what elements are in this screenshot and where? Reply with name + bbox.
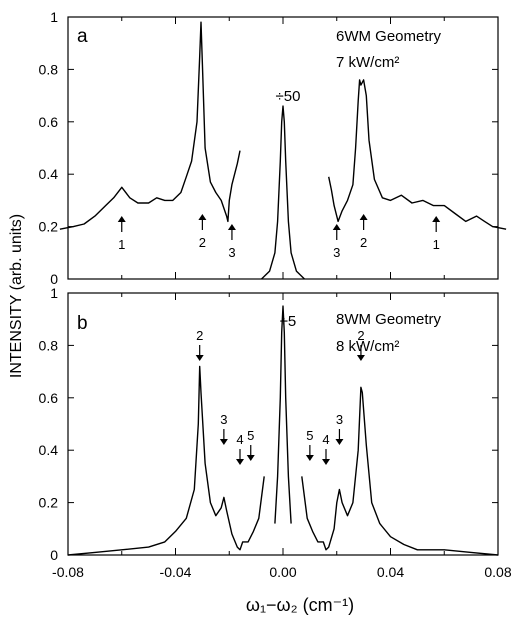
panel-annotation: 7 kW/cm² <box>336 54 399 71</box>
panel-label: b <box>77 313 88 334</box>
spectrum-trace <box>59 21 241 230</box>
peak-arrow-head <box>332 224 341 230</box>
peak-label: 4 <box>322 432 329 447</box>
peak-arrow-head <box>236 459 244 465</box>
peak-arrow-head <box>117 216 126 222</box>
y-tick-label: 0.8 <box>39 61 59 77</box>
panel-annotation: 8 kW/cm² <box>336 338 399 355</box>
y-axis-label: INTENSITY (arb. units) <box>8 214 25 378</box>
panel-annotation: 6WM Geometry <box>336 28 442 45</box>
peak-arrow-head <box>432 216 441 222</box>
x-tick-label: -0.04 <box>160 564 192 580</box>
scale-note: ÷50 <box>276 88 301 105</box>
y-tick-label: 0.2 <box>39 219 59 235</box>
spectrum-trace <box>301 386 499 556</box>
y-tick-label: 0.4 <box>39 442 59 458</box>
peak-arrow-head <box>335 439 344 445</box>
y-tick-label: 0.2 <box>39 495 59 511</box>
peak-arrow-head <box>195 355 204 361</box>
scale-note: ÷5 <box>280 313 297 330</box>
x-tick-label: 0.08 <box>484 564 511 580</box>
peak-arrow-head <box>322 459 330 465</box>
spectrum-trace <box>67 365 265 556</box>
peak-arrow-head <box>219 439 228 445</box>
x-tick-label: -0.08 <box>52 564 84 580</box>
panel-label: a <box>77 26 88 47</box>
peak-arrow-head <box>227 224 236 230</box>
x-axis-label: ω₁−ω₂ (cm⁻¹) <box>246 595 354 615</box>
spectrum-trace <box>328 79 507 230</box>
peak-label: 3 <box>333 245 340 260</box>
peak-label: 5 <box>306 428 313 443</box>
peak-arrow-head <box>305 455 314 461</box>
spectrum-trace <box>261 105 305 280</box>
y-tick-label: 1 <box>50 285 58 301</box>
peak-arrow-head <box>356 355 365 361</box>
y-tick-label: 0 <box>50 547 58 563</box>
peak-label: 3 <box>220 412 227 427</box>
peak-arrow-head <box>359 214 368 220</box>
x-tick-label: 0.00 <box>269 564 296 580</box>
y-tick-label: 0 <box>50 271 58 287</box>
peak-arrow-head <box>198 214 207 220</box>
y-tick-label: 0.8 <box>39 337 59 353</box>
peak-label: 1 <box>433 237 440 252</box>
spectrum-trace <box>274 305 292 524</box>
peak-label: 3 <box>336 412 343 427</box>
y-tick-label: 0.4 <box>39 166 59 182</box>
y-tick-label: 0.6 <box>39 114 59 130</box>
peak-arrow-head <box>246 455 255 461</box>
peak-label: 3 <box>228 245 235 260</box>
peak-label: 4 <box>236 432 243 447</box>
peak-label: 2 <box>360 235 367 250</box>
panel-a: 0 0.2 0.4 0.6 0.8 1 1 2 3 3 2 1 a 6WM Geometry 7 kW/cm… <box>39 9 507 287</box>
peak-label: 2 <box>357 328 364 343</box>
y-tick-label: 0.6 <box>39 390 59 406</box>
peak-label: 2 <box>199 235 206 250</box>
peak-label: 5 <box>247 428 254 443</box>
panel-annotation: 8WM Geometry <box>336 311 442 328</box>
x-tick-label: 0.04 <box>377 564 404 580</box>
peak-label: 2 <box>196 328 203 343</box>
peak-label: 1 <box>118 237 125 252</box>
y-tick-label: 1 <box>50 9 58 25</box>
plot-frame <box>67 292 499 556</box>
